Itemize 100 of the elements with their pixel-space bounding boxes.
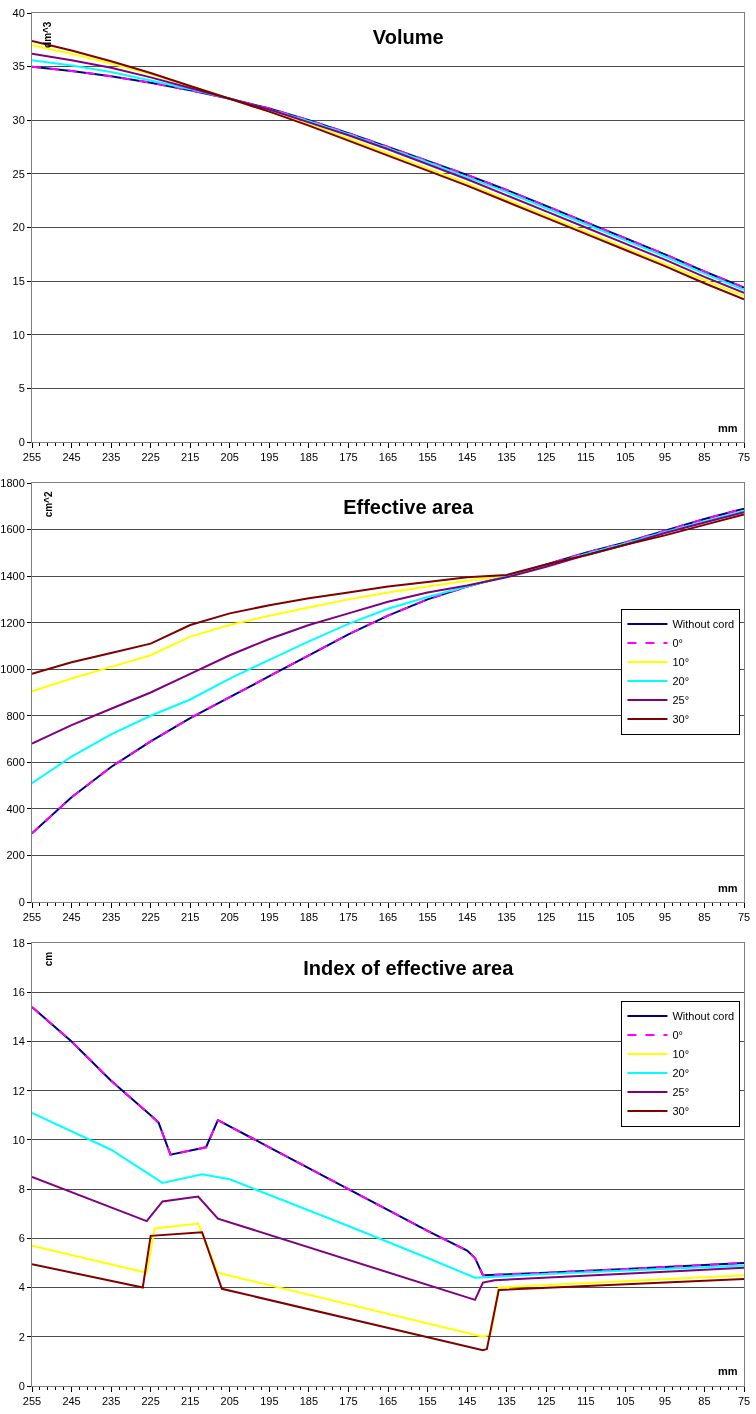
x-tick-label: 255: [22, 911, 42, 924]
x-tick-label: 205: [220, 911, 239, 924]
x-tick-label: 95: [658, 1395, 672, 1408]
x-tick-label: 165: [378, 1395, 398, 1408]
x-tick-label: 105: [616, 451, 635, 464]
y-tick-label: 30: [12, 114, 25, 127]
x-tick-label: 185: [299, 911, 319, 924]
text: Index of effective area: [303, 956, 515, 979]
x-tick-label: 95: [658, 911, 672, 924]
x-tick-label: 195: [260, 451, 279, 464]
x-tick-label: 85: [698, 911, 711, 924]
x-tick-label: 245: [62, 451, 81, 464]
x-tick-label: 175: [339, 1395, 358, 1408]
x-axis-title: mm: [718, 1365, 738, 1377]
x-tick-label: 135: [497, 911, 516, 924]
legend-label: 0°: [672, 1029, 683, 1042]
x-tick-label: 255: [22, 451, 42, 464]
text: Effective area: [343, 495, 475, 518]
legend-label: 25°: [672, 1086, 690, 1099]
y-tick-label: 5: [18, 382, 25, 395]
x-tick-label: 245: [62, 911, 81, 924]
x-tick-label: 165: [378, 451, 398, 464]
y-axis-title: dm^3: [42, 21, 54, 48]
x-tick-label: 215: [181, 1395, 200, 1408]
x-tick-label: 185: [299, 1395, 319, 1408]
x-tick-label: 255: [22, 1395, 42, 1408]
legend-label: Without cord: [672, 1010, 735, 1023]
x-tick-label: 235: [101, 451, 121, 464]
legend-label: 10°: [672, 1048, 690, 1061]
y-tick-label: 12: [12, 1084, 25, 1097]
y-tick-label: 0: [18, 895, 25, 908]
legend-label: Without cord: [672, 618, 735, 631]
legend-label: 20°: [672, 675, 690, 688]
y-tick-label: 600: [6, 756, 25, 769]
y-tick-label: 10: [12, 1133, 25, 1146]
y-tick-label: 1200: [0, 616, 25, 629]
x-tick-label: 205: [220, 1395, 239, 1408]
y-tick-label: 0: [18, 1379, 25, 1392]
y-tick-label: 400: [6, 802, 25, 815]
legend-label: 30°: [672, 713, 690, 726]
legend-label: 25°: [672, 694, 690, 707]
x-tick-label: 115: [577, 1395, 595, 1408]
y-axis-title: cm: [42, 951, 54, 967]
x-tick-label: 225: [141, 451, 160, 464]
x-tick-label: 125: [537, 1395, 556, 1408]
y-tick-label: 0: [18, 435, 25, 448]
x-tick-label: 75: [737, 1395, 751, 1408]
x-tick-label: 145: [457, 451, 477, 464]
y-tick-label: 10: [12, 328, 25, 341]
x-tick-label: 225: [141, 911, 160, 924]
y-tick-label: 1600: [0, 523, 25, 536]
x-tick-label: 195: [260, 911, 279, 924]
y-tick-label: 4: [18, 1281, 25, 1294]
y-tick-label: 2: [18, 1330, 25, 1343]
x-tick-label: 195: [260, 1395, 279, 1408]
x-axis-title: mm: [718, 882, 738, 894]
x-tick-label: 85: [698, 451, 711, 464]
x-tick-label: 145: [457, 1395, 477, 1408]
x-tick-label: 125: [537, 911, 556, 924]
y-tick-label: 8: [18, 1182, 25, 1195]
x-tick-label: 125: [537, 451, 556, 464]
y-tick-label: 35: [12, 60, 25, 73]
text: Volume: [372, 26, 444, 49]
legend-label: 20°: [672, 1067, 690, 1080]
y-axis-title: cm^2: [42, 491, 54, 518]
x-tick-label: 115: [577, 911, 595, 924]
y-tick-label: 1000: [0, 663, 25, 676]
x-tick-label: 215: [181, 911, 200, 924]
y-tick-label: 18: [12, 936, 25, 949]
y-tick-label: 800: [6, 709, 25, 722]
y-tick-label: 25: [12, 167, 25, 180]
y-tick-label: 1400: [0, 569, 25, 582]
y-tick-label: 20: [12, 221, 25, 234]
x-tick-label: 225: [141, 1395, 160, 1408]
x-tick-label: 215: [181, 451, 200, 464]
x-tick-label: 165: [378, 911, 398, 924]
x-tick-label: 75: [737, 911, 751, 924]
x-tick-label: 75: [737, 451, 751, 464]
x-tick-label: 95: [658, 451, 672, 464]
x-axis-title: mm: [718, 422, 738, 434]
x-tick-label: 115: [577, 451, 595, 464]
y-tick-label: 16: [12, 986, 25, 999]
x-tick-label: 205: [220, 451, 239, 464]
legend-label: 0°: [672, 637, 683, 650]
y-tick-label: 40: [12, 6, 25, 19]
legend-label: 30°: [672, 1105, 690, 1118]
x-tick-label: 245: [62, 1395, 81, 1408]
x-tick-label: 155: [418, 451, 437, 464]
x-tick-label: 145: [457, 911, 477, 924]
x-tick-label: 175: [339, 451, 358, 464]
y-tick-label: 1800: [0, 476, 25, 489]
x-tick-label: 185: [299, 451, 319, 464]
x-tick-label: 235: [101, 911, 121, 924]
y-tick-label: 15: [12, 274, 25, 287]
x-tick-label: 155: [418, 911, 437, 924]
x-tick-label: 85: [698, 1395, 711, 1408]
x-tick-label: 105: [616, 1395, 635, 1408]
x-tick-label: 105: [616, 911, 635, 924]
x-tick-label: 235: [101, 1395, 121, 1408]
x-tick-label: 175: [339, 911, 358, 924]
